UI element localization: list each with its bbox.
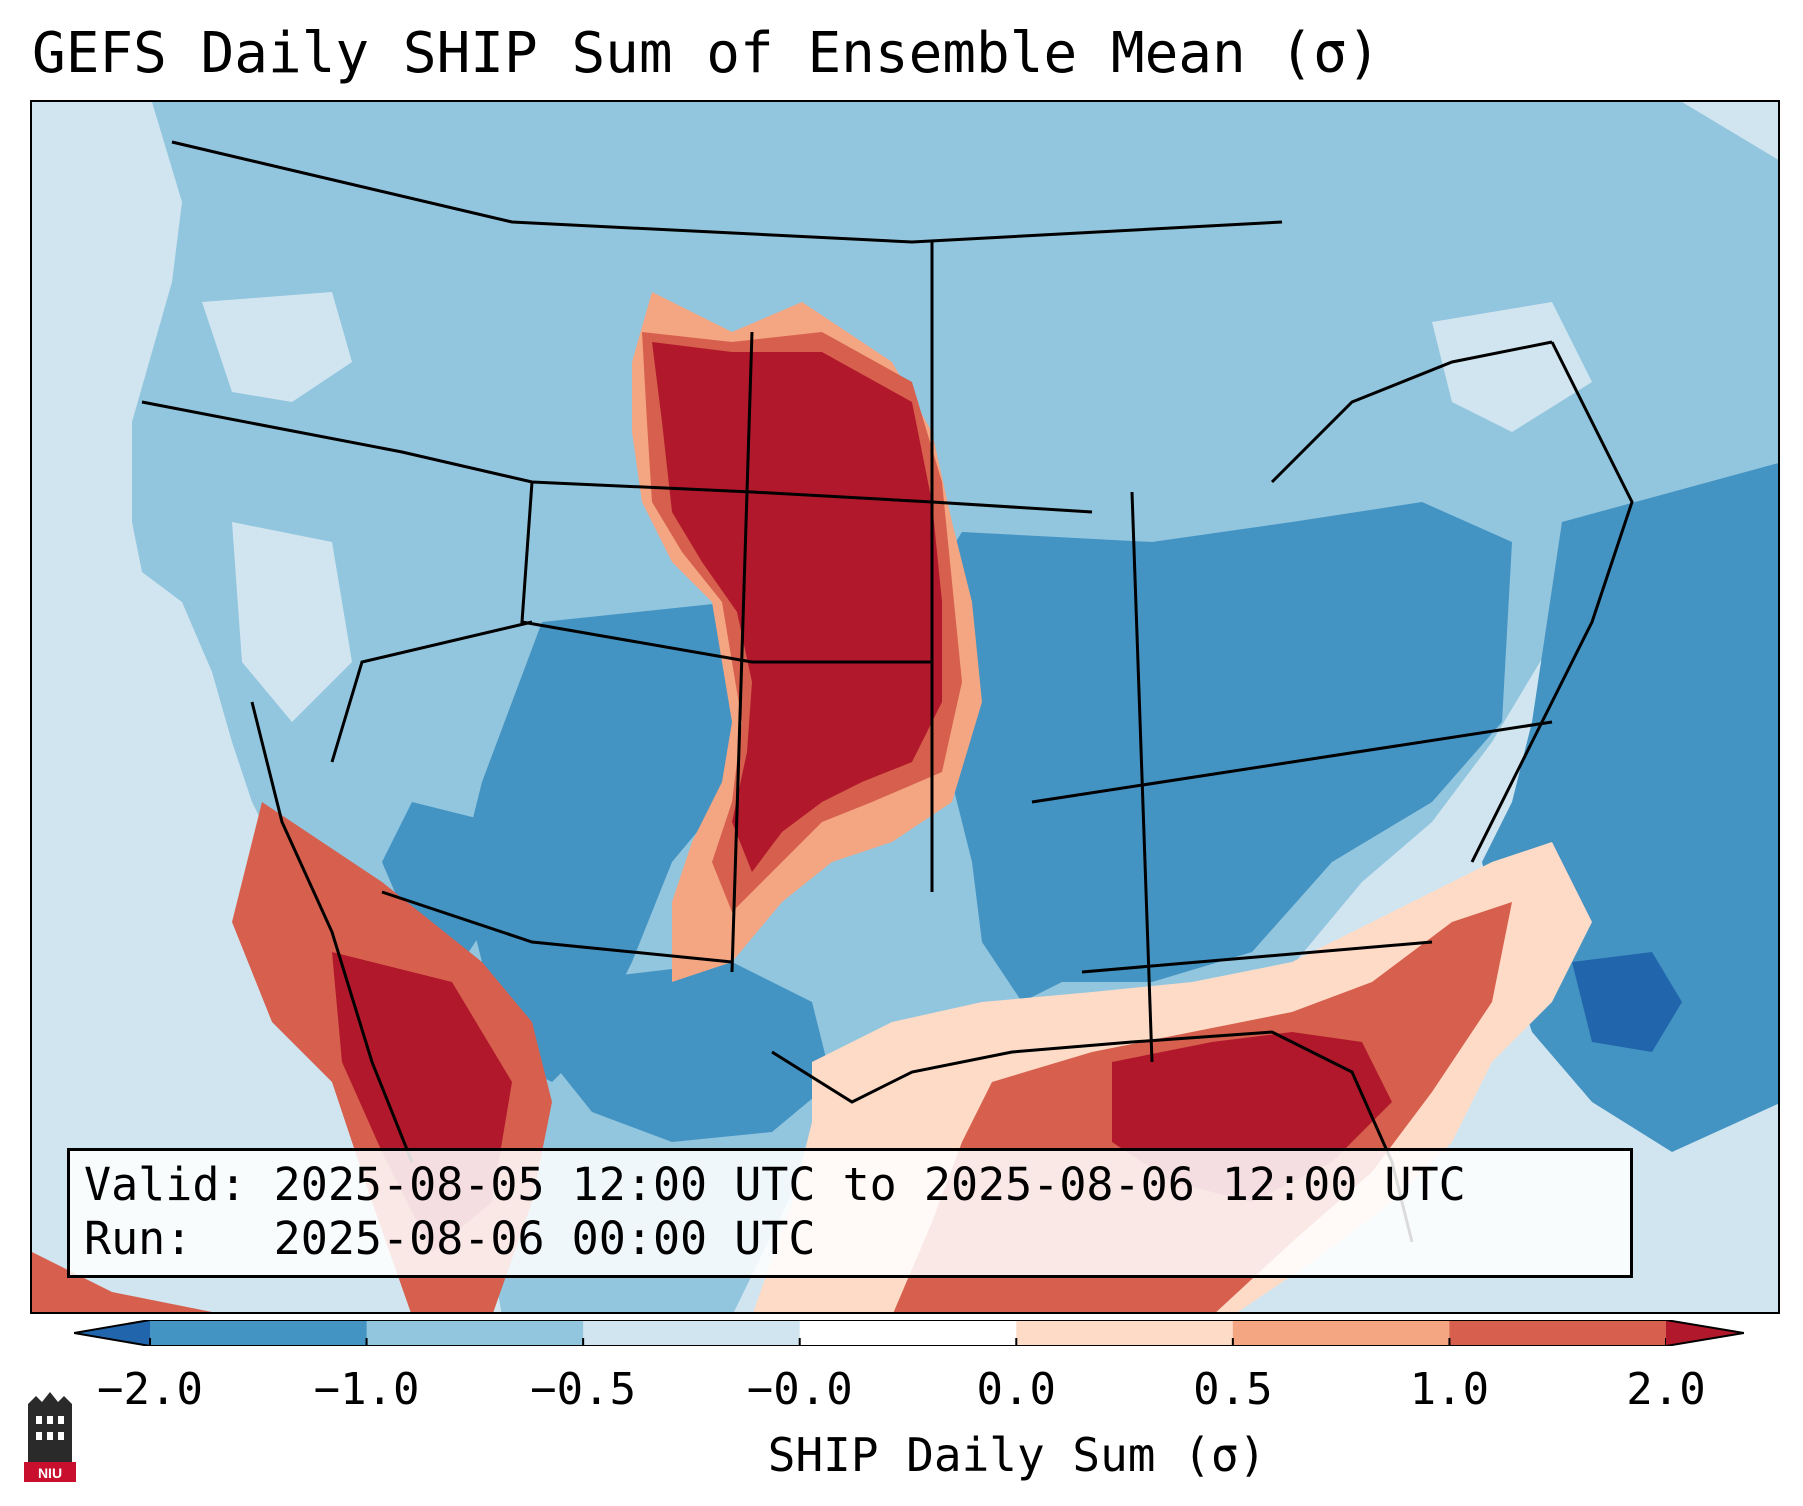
ontario-light-patch — [1432, 302, 1592, 432]
boundary-line — [730, 331, 754, 973]
colorbar-tick-label: 2.0 — [1626, 1364, 1706, 1415]
run-time-line: Run: 2025-08-06 00:00 UTC — [84, 1212, 816, 1265]
great-lakes-line — [1270, 340, 1553, 484]
boundary-line — [381, 890, 733, 964]
nevada-light-patch — [232, 522, 352, 722]
colorbar-over-arrow — [1666, 1320, 1744, 1346]
colorbar-tick-label: −0.5 — [530, 1364, 637, 1415]
atlantic-extreme-negative — [1572, 952, 1682, 1052]
pacific-nw-light-patch — [202, 292, 352, 402]
valid-run-info-box: Valid: 2025-08-05 12:00 UTC to 2025-08-0… — [67, 1148, 1633, 1278]
colorbar-tick-label: 0.5 — [1193, 1364, 1273, 1415]
boundary-lines — [141, 140, 1634, 1243]
colorbar-bin — [150, 1320, 368, 1346]
colorbar-bin — [1016, 1320, 1234, 1346]
southwest-negative-region — [462, 602, 752, 1082]
plains-positive-extreme — [652, 342, 942, 872]
colorbar — [74, 1320, 1744, 1346]
colorbar-label: SHIP Daily Sum (σ) — [767, 1428, 1267, 1482]
colorbar-bin — [1449, 1320, 1667, 1346]
colorbar-under-arrow — [74, 1320, 150, 1346]
colorbar-tick-label: −0.0 — [746, 1364, 853, 1415]
boundary-line — [520, 481, 932, 664]
us-canada-border — [171, 140, 1283, 244]
colorbar-bins — [149, 1320, 1667, 1346]
pacific-positive-arc — [32, 1252, 212, 1312]
west-coastline — [250, 701, 414, 1163]
colorbar-bin — [1232, 1320, 1450, 1346]
valid-time-line: Valid: 2025-08-05 12:00 UTC to 2025-08-0… — [84, 1158, 1466, 1211]
boundary-line — [1081, 940, 1433, 974]
texas-negative-region — [552, 962, 832, 1142]
logo-text: NIU — [38, 1465, 62, 1481]
boundary-line — [141, 400, 1093, 514]
colorbar-tick-label: −2.0 — [97, 1364, 203, 1415]
map-title: GEFS Daily SHIP Sum of Ensemble Mean (σ) — [32, 21, 1381, 86]
gulf-coastline — [771, 1030, 1414, 1243]
colorbar-tick-label: 0.0 — [976, 1364, 1057, 1415]
boundary-line — [330, 620, 533, 763]
east-coastline — [1470, 341, 1634, 863]
boundary-line — [1031, 720, 1553, 804]
colorbar-bin — [583, 1320, 801, 1346]
colorbar-bin — [799, 1320, 1017, 1346]
colorbar-tick-label: −1.0 — [313, 1364, 420, 1415]
colorbar-bin — [366, 1320, 584, 1346]
map-panel — [30, 100, 1780, 1314]
east-negative-region — [892, 502, 1512, 1002]
university-tower-icon: NIU — [24, 1392, 76, 1482]
colorbar-tick-label: 1.0 — [1409, 1364, 1490, 1415]
ship-field-map — [32, 102, 1778, 1312]
